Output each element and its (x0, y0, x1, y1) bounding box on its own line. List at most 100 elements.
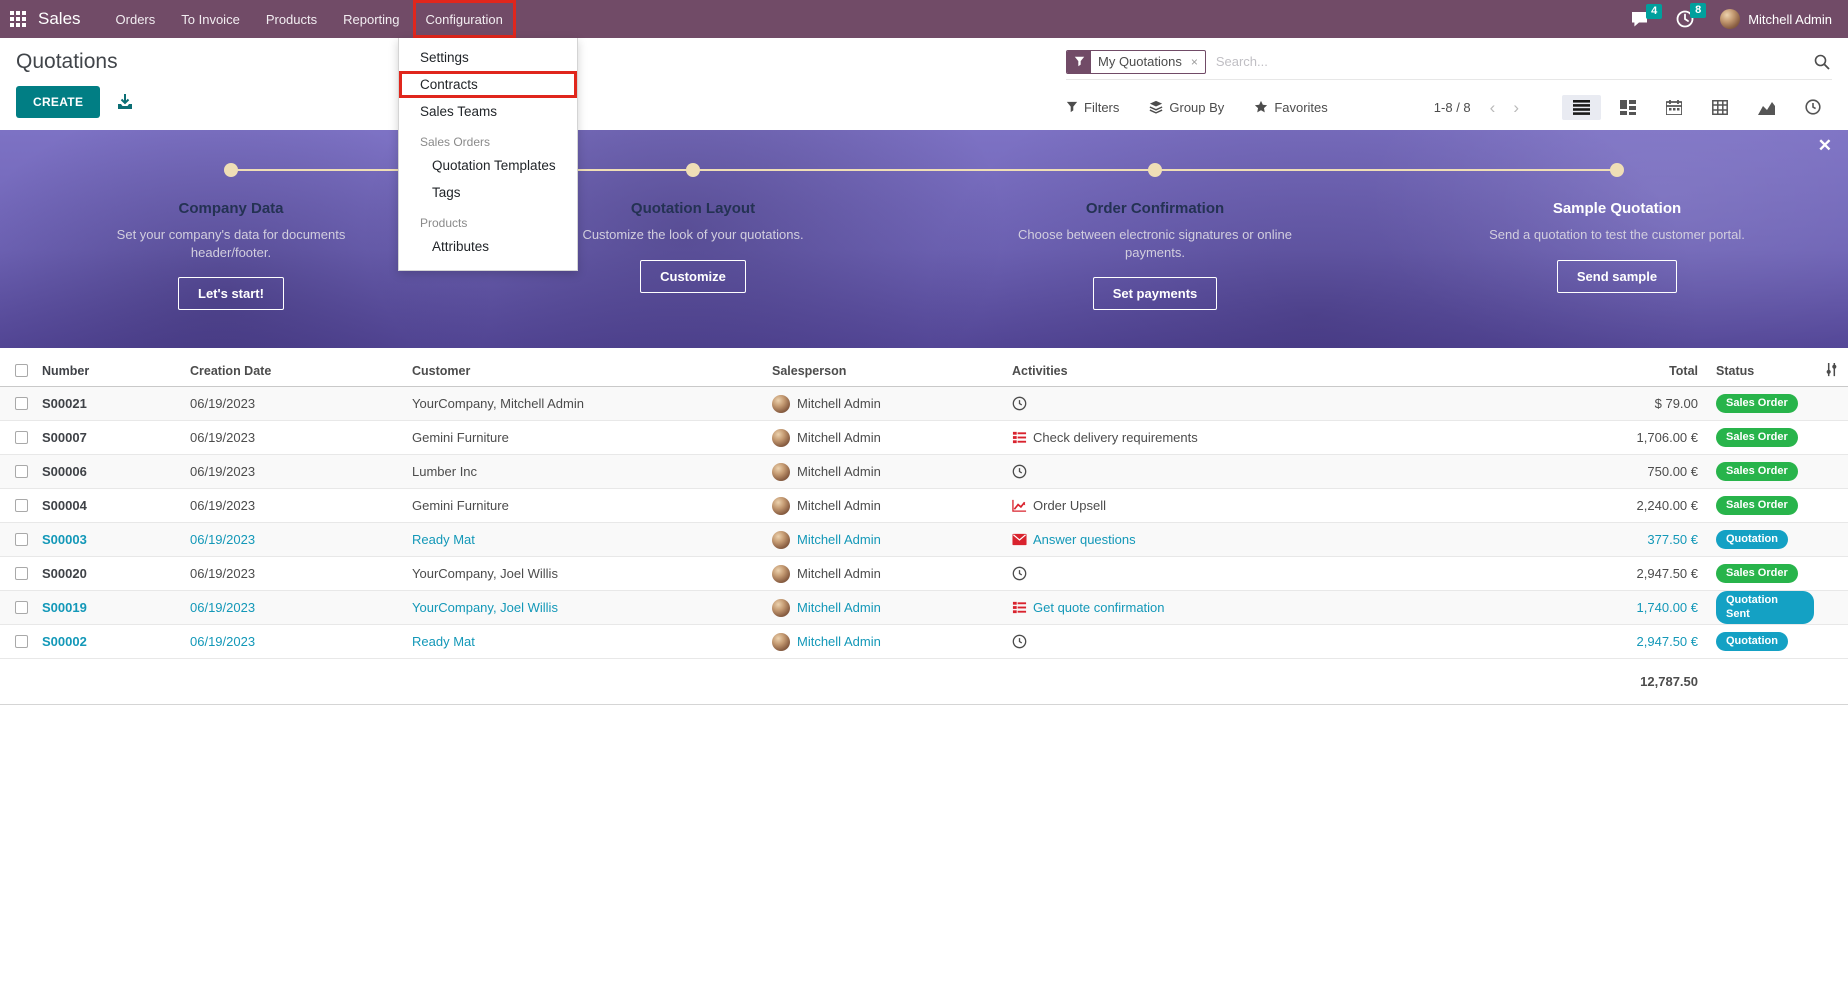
dropdown-item-sales-teams[interactable]: Sales Teams (420, 104, 498, 119)
activity-cell[interactable]: Answer questions (1012, 532, 1552, 547)
search-facet[interactable]: My Quotations × (1066, 49, 1206, 74)
graph-view-button[interactable] (1747, 95, 1786, 120)
row-checkbox[interactable] (14, 397, 28, 410)
dropdown-item-tags[interactable]: Tags (432, 185, 461, 200)
messages-count-badge: 4 (1646, 3, 1663, 19)
status-badge: Sales Order (1716, 427, 1798, 448)
salesperson-avatar (772, 462, 790, 481)
send-sample-button[interactable]: Send sample (1556, 259, 1678, 293)
quotation-number: S00021 (42, 396, 87, 411)
column-header-number[interactable]: Number (42, 363, 90, 378)
lets-start-button[interactable]: Let's start! (178, 277, 284, 311)
facet-remove-icon[interactable]: × (1190, 54, 1198, 69)
salesperson-cell: Mitchell Admin (772, 530, 1012, 549)
activity-upsell-icon[interactable] (1012, 498, 1027, 513)
banner-close-icon[interactable]: ✕ (1817, 136, 1832, 155)
column-header-activities[interactable]: Activities (1012, 363, 1068, 378)
activity-cell[interactable] (1012, 566, 1552, 581)
row-checkbox[interactable] (14, 635, 28, 648)
dropdown-item-attributes[interactable]: Attributes (432, 239, 490, 254)
apps-grid-icon[interactable] (10, 11, 26, 27)
activity-cell[interactable] (1012, 634, 1552, 649)
quotation-number: S00019 (42, 600, 87, 615)
pager-previous-icon[interactable]: ‹ (1489, 97, 1496, 117)
quotations-table: Number Creation Date Customer Salesperso… (0, 355, 1848, 705)
main-menu: Orders To Invoice Products Reporting Con… (103, 0, 516, 38)
activity-clock-icon[interactable] (1012, 464, 1027, 479)
customize-button[interactable]: Customize (640, 259, 746, 293)
set-payments-button[interactable]: Set payments (1092, 277, 1218, 311)
row-checkbox[interactable] (14, 499, 28, 512)
search-input[interactable] (1205, 54, 1814, 69)
column-header-salesperson[interactable]: Salesperson (772, 363, 847, 378)
optional-columns-icon[interactable] (1824, 362, 1839, 380)
creation-date: 06/19/2023 (190, 600, 256, 615)
pivot-view-button[interactable] (1701, 95, 1739, 120)
table-row[interactable]: S00021 06/19/2023 YourCompany, Mitchell … (0, 387, 1848, 421)
onboarding-step-quotation-layout: Quotation Layout Customize the look of y… (462, 130, 924, 348)
row-checkbox[interactable] (14, 431, 28, 444)
menu-products[interactable]: Products (265, 11, 318, 27)
table-row[interactable]: S00007 06/19/2023 Gemini Furniture Mitch… (0, 421, 1848, 455)
menu-configuration[interactable]: Configuration (412, 0, 516, 38)
row-checkbox[interactable] (14, 567, 28, 580)
menu-reporting[interactable]: Reporting (343, 11, 400, 27)
export-download-icon[interactable] (116, 93, 134, 111)
customer-name: Gemini Furniture (412, 430, 509, 445)
search-icon[interactable] (1814, 54, 1830, 70)
table-row[interactable]: S00003 06/19/2023 Ready Mat Mitchell Adm… (0, 523, 1848, 557)
column-header-total[interactable]: Total (1669, 363, 1698, 378)
select-all-checkbox[interactable] (14, 364, 28, 377)
activity-cell[interactable]: Order Upsell (1012, 498, 1552, 513)
column-header-status[interactable]: Status (1716, 363, 1755, 378)
column-header-customer[interactable]: Customer (412, 363, 471, 378)
dropdown-item-settings[interactable]: Settings (420, 50, 469, 65)
pager-next-icon[interactable]: › (1513, 97, 1519, 117)
activity-clock-icon[interactable] (1012, 566, 1027, 581)
group-by-button[interactable]: Group By (1149, 100, 1224, 115)
dropdown-item-quotation-templates[interactable]: Quotation Templates (432, 158, 556, 173)
filters-button[interactable]: Filters (1066, 100, 1119, 115)
table-row[interactable]: S00004 06/19/2023 Gemini Furniture Mitch… (0, 489, 1848, 523)
activity-view-button[interactable] (1794, 94, 1832, 120)
total-amount: 2,947.50 € (1636, 634, 1698, 649)
page-title: Quotations (16, 50, 118, 73)
app-name[interactable]: Sales (38, 9, 81, 28)
list-view-button[interactable] (1562, 94, 1601, 120)
row-checkbox[interactable] (14, 533, 28, 546)
pager-range: 1-8 / 8 (1433, 99, 1471, 115)
salesperson-name: Mitchell Admin (797, 634, 881, 649)
activity-task-icon[interactable] (1012, 600, 1027, 615)
activity-cell[interactable] (1012, 464, 1552, 479)
kanban-view-button[interactable] (1609, 95, 1647, 120)
activity-label: Get quote confirmation (1033, 600, 1165, 615)
activity-email-icon[interactable] (1012, 533, 1027, 546)
activity-task-icon[interactable] (1012, 430, 1027, 445)
activity-cell[interactable]: Check delivery requirements (1012, 430, 1552, 445)
user-name: Mitchell Admin (1748, 11, 1832, 27)
activity-cell[interactable]: Get quote confirmation (1012, 600, 1552, 615)
row-checkbox[interactable] (14, 601, 28, 614)
dropdown-item-contracts[interactable]: Contracts (399, 71, 577, 98)
activity-clock-icon[interactable] (1012, 396, 1027, 411)
messages-button[interactable]: 4 (1631, 3, 1663, 28)
table-row[interactable]: S00020 06/19/2023 YourCompany, Joel Will… (0, 557, 1848, 591)
menu-orders[interactable]: Orders (115, 11, 156, 27)
table-row[interactable]: S00006 06/19/2023 Lumber Inc Mitchell Ad… (0, 455, 1848, 489)
column-header-creation-date[interactable]: Creation Date (190, 363, 272, 378)
menu-to-invoice[interactable]: To Invoice (181, 11, 240, 27)
row-checkbox[interactable] (14, 465, 28, 478)
table-row[interactable]: S00002 06/19/2023 Ready Mat Mitchell Adm… (0, 625, 1848, 659)
activity-cell[interactable] (1012, 396, 1552, 411)
favorites-button[interactable]: Favorites (1254, 100, 1328, 115)
table-row[interactable]: S00019 06/19/2023 YourCompany, Joel Will… (0, 591, 1848, 625)
activities-button[interactable]: 8 (1676, 3, 1707, 28)
create-button[interactable]: CREATE (16, 86, 101, 118)
dropdown-section-products: Products (420, 216, 468, 230)
view-switcher (1562, 94, 1832, 120)
star-icon (1255, 100, 1268, 113)
user-menu[interactable]: Mitchell Admin (1720, 9, 1832, 29)
activity-clock-icon[interactable] (1012, 634, 1027, 649)
top-bar: Sales Orders To Invoice Products Reporti… (0, 0, 1848, 38)
calendar-view-button[interactable] (1655, 95, 1693, 120)
